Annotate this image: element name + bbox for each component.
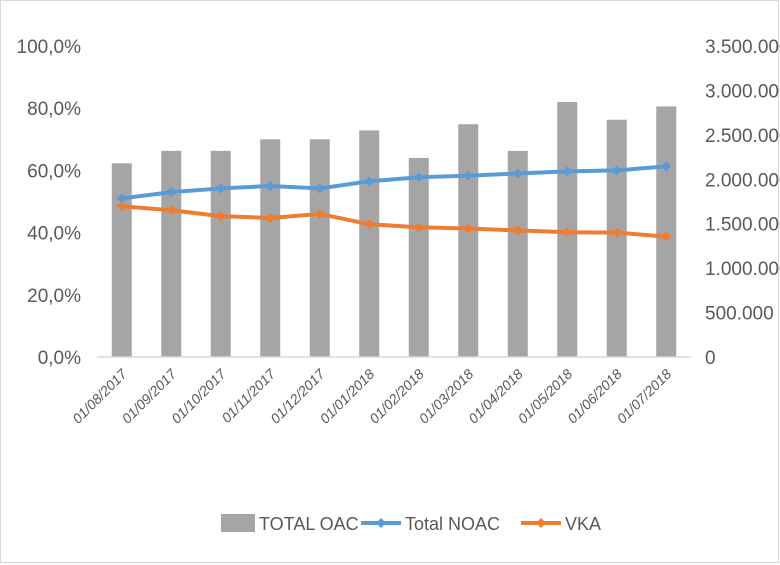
point-total-noac: [661, 161, 672, 172]
bar-total-oac: [606, 119, 627, 357]
point-total-noac: [265, 180, 276, 191]
y-left-tick-label: 40,0%: [27, 224, 81, 245]
bar-total-oac: [210, 150, 231, 357]
y-left-tick-label: 60,0%: [27, 161, 81, 182]
point-vka: [413, 222, 424, 233]
legend-swatch-total-oac: [221, 514, 255, 532]
legend-label-vka: VKA: [565, 514, 601, 534]
bar-total-oac: [161, 150, 182, 357]
point-total-noac: [215, 183, 226, 194]
point-vka: [661, 231, 672, 242]
y-right-tick-label: 2.000.000: [705, 170, 780, 191]
point-vka: [314, 208, 325, 219]
y-right-tick-label: 1.500.000: [705, 215, 780, 236]
y-right-tick-label: 3.500.000: [705, 37, 780, 58]
point-vka: [166, 205, 177, 216]
line-vka: [119, 204, 669, 239]
x-tick-label: 01/07/2018: [614, 366, 675, 427]
legend-marker-total-noac: [376, 518, 386, 528]
point-vka: [562, 227, 573, 238]
bar-total-oac: [408, 157, 429, 357]
point-vka: [116, 201, 127, 212]
point-total-noac: [166, 187, 177, 198]
y-left-tick-label: 20,0%: [27, 286, 81, 307]
legend-marker-vka: [536, 518, 546, 528]
y-left-tick-label: 80,0%: [27, 99, 81, 120]
bar-total-oac: [458, 124, 479, 358]
line-total-noac: [119, 164, 669, 201]
y-right-tick-label: 500.000: [705, 304, 774, 325]
bar-total-oac: [260, 139, 281, 357]
point-total-noac: [611, 165, 622, 176]
point-vka: [611, 227, 622, 238]
point-vka: [512, 225, 523, 236]
y-right-tick-label: 3.000.000: [705, 81, 780, 102]
point-vka: [364, 219, 375, 230]
y-left-tick-label: 0,0%: [38, 348, 81, 369]
y-left-tick-label: 100,0%: [17, 37, 82, 58]
point-total-noac: [364, 176, 375, 187]
point-total-noac: [562, 166, 573, 177]
legend-label-total-noac: Total NOAC: [405, 514, 500, 534]
bar-total-oac: [309, 139, 330, 357]
y-right-tick-label: 1.000.000: [705, 259, 780, 280]
bar-total-oac: [507, 150, 528, 357]
point-total-noac: [116, 193, 127, 204]
point-vka: [215, 211, 226, 222]
point-total-noac: [413, 172, 424, 183]
point-vka: [463, 223, 474, 234]
point-total-noac: [463, 170, 474, 181]
y-right-tick-label: 2.500.000: [705, 126, 780, 147]
point-total-noac: [314, 183, 325, 194]
point-vka: [265, 212, 276, 223]
legend-label-total-oac: TOTAL OAC: [259, 514, 359, 534]
y-right-tick-label: 0: [705, 348, 716, 369]
bar-total-oac: [111, 163, 132, 357]
point-total-noac: [512, 168, 523, 179]
bar-total-oac: [359, 130, 380, 357]
